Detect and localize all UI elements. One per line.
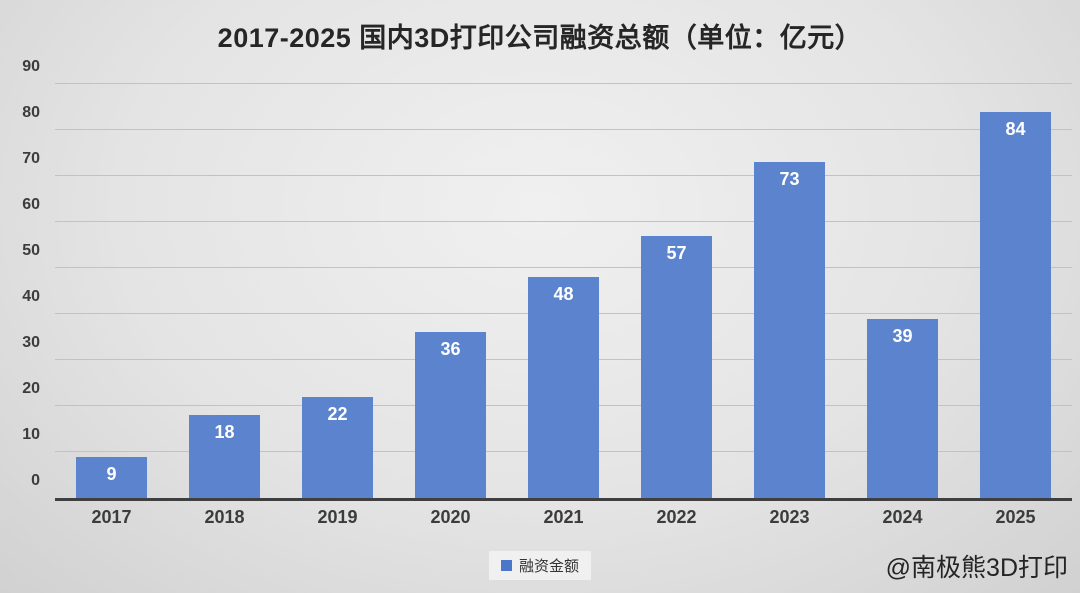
bar-slot: 73 bbox=[733, 84, 846, 498]
bar-slot: 39 bbox=[846, 84, 959, 498]
bar-2019[interactable]: 22 bbox=[301, 396, 374, 498]
chart-title: 2017-2025 国内3D打印公司融资总额（单位：亿元） bbox=[217, 23, 863, 53]
bar-slot: 57 bbox=[620, 84, 733, 498]
bar-value-label: 22 bbox=[327, 403, 348, 424]
x-tick-label-2022: 2022 bbox=[656, 507, 697, 527]
y-axis-labels: 0 10 20 30 40 50 60 70 80 90 bbox=[0, 58, 48, 498]
x-tick-label-2023: 2023 bbox=[769, 507, 810, 527]
bar-2021[interactable]: 48 bbox=[527, 277, 600, 498]
y-tick-label: 40 bbox=[22, 288, 40, 306]
bar-2018[interactable]: 18 bbox=[188, 415, 261, 498]
y-tick-label: 20 bbox=[22, 380, 40, 398]
bar-value-label: 48 bbox=[553, 284, 574, 305]
y-tick-label: 10 bbox=[22, 426, 40, 444]
bar-slot: 48 bbox=[507, 84, 620, 498]
bar-value-label: 73 bbox=[779, 169, 800, 190]
y-tick-label: 50 bbox=[22, 242, 40, 259]
bar-slot: 22 bbox=[281, 84, 394, 498]
bar-slot: 84 bbox=[959, 84, 1072, 498]
x-axis-labels: 2017 2018 2019 2020 2021 2022 2023 2024 2025 bbox=[55, 507, 1072, 528]
bar-slot: 36 bbox=[394, 84, 507, 498]
bar-2017[interactable]: 9 bbox=[75, 456, 148, 498]
y-tick-label: 70 bbox=[22, 150, 40, 167]
bar-slot: 9 bbox=[55, 84, 168, 498]
legend-marker-square bbox=[500, 560, 512, 571]
y-tick-label: 90 bbox=[22, 58, 40, 75]
bar-2024[interactable]: 39 bbox=[866, 318, 939, 498]
x-tick-label-2017: 2017 bbox=[91, 507, 132, 527]
gridline bbox=[55, 221, 1072, 223]
bar-value-label: 9 bbox=[106, 463, 117, 484]
plot-area: 9 18 22 36 48 57 73 39 84 bbox=[55, 83, 1072, 501]
x-tick-label-2019: 2019 bbox=[317, 507, 358, 527]
x-tick-label-2025: 2025 bbox=[995, 507, 1036, 527]
bar-2022[interactable]: 57 bbox=[640, 235, 713, 498]
bar-value-label: 84 bbox=[1005, 118, 1026, 139]
x-tick-label-2018: 2018 bbox=[204, 507, 245, 527]
gridline bbox=[55, 83, 1072, 84]
y-tick-label: 60 bbox=[22, 196, 40, 214]
bar-value-label: 39 bbox=[892, 325, 913, 346]
gridline bbox=[55, 129, 1072, 130]
bar-2020[interactable]: 36 bbox=[414, 332, 487, 498]
y-tick-label: 30 bbox=[22, 334, 40, 352]
bar-value-label: 57 bbox=[666, 242, 687, 263]
x-tick-label-2021: 2021 bbox=[543, 507, 584, 527]
y-tick-label: 0 bbox=[31, 472, 40, 489]
bar-2025[interactable]: 84 bbox=[979, 111, 1052, 498]
bar-2023[interactable]: 73 bbox=[753, 162, 826, 498]
watermark: @南极熊3D打印 bbox=[885, 554, 1068, 582]
bar-value-label: 18 bbox=[214, 422, 235, 443]
gridline bbox=[55, 175, 1072, 176]
legend-label: 融资金额 bbox=[518, 558, 580, 575]
bar-value-label: 36 bbox=[440, 339, 461, 360]
x-tick-label-2020: 2020 bbox=[430, 507, 471, 527]
bar-slot: 18 bbox=[168, 84, 281, 498]
x-tick-label-2024: 2024 bbox=[882, 507, 923, 527]
bars-layer: 9 18 22 36 48 57 73 39 84 bbox=[55, 84, 1072, 498]
legend[interactable]: 融资金额 bbox=[488, 551, 592, 580]
y-tick-label: 80 bbox=[22, 104, 40, 122]
gridline bbox=[55, 267, 1072, 268]
